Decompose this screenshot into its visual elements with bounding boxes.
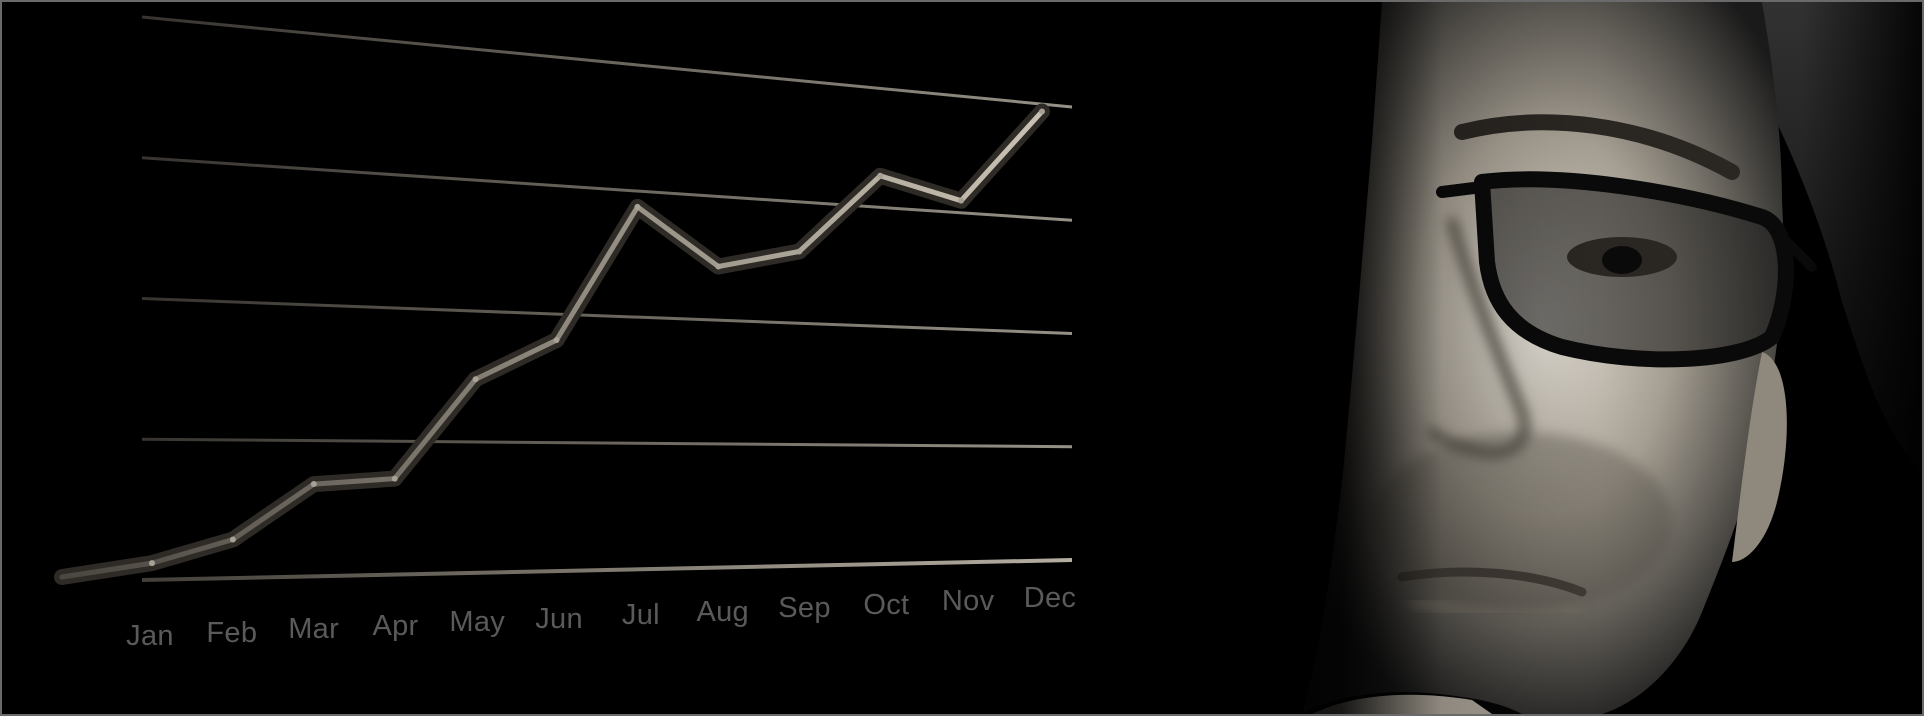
chart-x-tick-label: Mar (288, 613, 340, 646)
chart-point (715, 263, 722, 270)
chart-x-tick-label: Sep (778, 592, 831, 625)
chart-x-tick-label: Apr (372, 609, 419, 642)
chart-x-tick-label: Aug (696, 595, 749, 628)
ear (1732, 352, 1787, 562)
chart-x-tick-label: Feb (206, 616, 258, 649)
chart-point (553, 337, 560, 344)
chart-point (472, 376, 479, 383)
chart-series-line (54, 103, 1050, 585)
chart-point (149, 560, 155, 567)
chart-point (634, 203, 641, 210)
chart-x-tick-label: Dec (1023, 582, 1077, 614)
chart-gridlines (141, 15, 1073, 582)
hair (1422, 2, 1922, 472)
chart-gridline (141, 437, 1073, 449)
chart-point (229, 536, 236, 543)
chart-x-tick-label: May (449, 606, 506, 639)
chart-x-tick-label: Nov (941, 585, 995, 618)
chart-point (391, 475, 398, 482)
portrait-photo (1202, 2, 1922, 714)
chart-gridline (141, 156, 1073, 222)
chart-gridline (141, 558, 1073, 582)
chart-point (310, 481, 317, 488)
chart-gridline (141, 15, 1073, 109)
chart-point (958, 197, 965, 204)
chart-gridline (141, 297, 1073, 335)
chart-x-tick-label: Jul (621, 599, 660, 632)
chart-x-tick-label: Oct (863, 588, 910, 621)
chart-x-tick-label: Jan (126, 620, 174, 652)
chart-point (796, 248, 803, 255)
chart-x-tick-label: Jun (535, 602, 583, 635)
chart-point (1039, 108, 1045, 115)
chart-point (877, 172, 884, 179)
